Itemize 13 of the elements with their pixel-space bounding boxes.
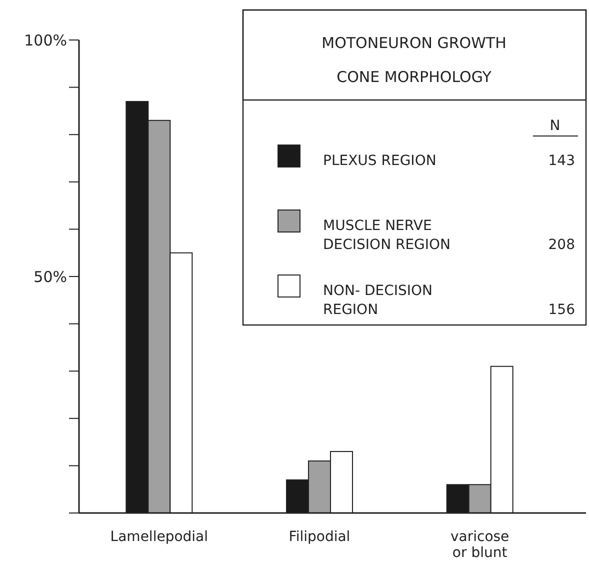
x-tick-label: varicose or blunt xyxy=(450,529,510,561)
x-tick-label: Lamellepodial xyxy=(110,529,208,545)
x-tick-label: Filipodial xyxy=(288,529,350,545)
annotation: N xyxy=(550,118,560,134)
legend-label: PLEXUS REGION xyxy=(323,153,436,169)
legend-label: MUSCLE NERVE DECISION REGION xyxy=(323,218,451,253)
y-tick-label: 100% xyxy=(24,31,67,50)
annotation: 208 xyxy=(548,237,575,253)
legend-title: MOTONEURON GROWTH CONE MORPHOLOGY xyxy=(322,34,506,86)
legend-label: NON- DECISION REGION xyxy=(323,283,433,318)
y-tick-label: 50% xyxy=(34,268,67,286)
annotation: 143 xyxy=(548,153,575,169)
annotation: 156 xyxy=(548,302,576,318)
